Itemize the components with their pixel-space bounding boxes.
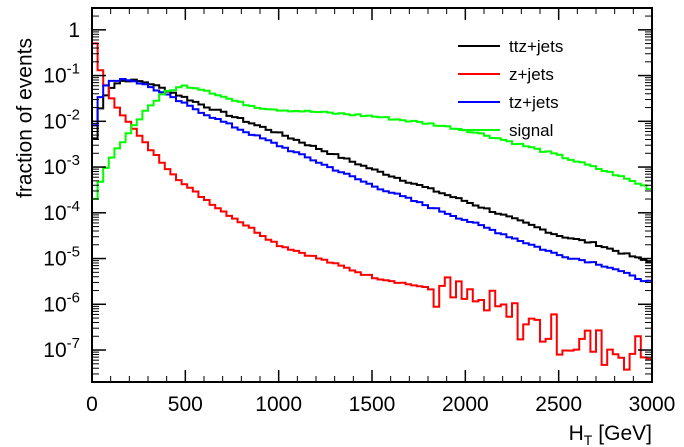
y-tick-base: 10 (43, 156, 66, 179)
legend-label: z+jets (509, 65, 554, 84)
y-tick-label: 10-5 (43, 244, 80, 271)
x-tick-label: 1500 (349, 393, 396, 416)
x-axis-title-unit: [GeV] (598, 422, 652, 445)
series-line-tz-jets (91, 78, 652, 381)
x-tick-label: 500 (168, 393, 203, 416)
y-tick-label: 10-6 (43, 289, 80, 316)
y-tick-exponent: -6 (67, 289, 80, 306)
y-tick-base: 10 (43, 65, 66, 88)
y-tick-label: 10-2 (43, 106, 80, 133)
y-tick-label: 10-7 (43, 335, 80, 362)
series-line-ttz-jets (91, 78, 652, 381)
y-tick-exponent: -7 (67, 335, 80, 352)
x-tick-label: 2500 (535, 393, 582, 416)
series-line-signal (91, 84, 652, 381)
legend-label: signal (509, 121, 553, 140)
y-tick-base: 1 (68, 19, 80, 42)
y-tick-exponent: -4 (67, 198, 80, 215)
y-tick-exponent: -3 (67, 152, 80, 169)
x-axis-title-main: H (569, 422, 584, 445)
legend-label: tz+jets (509, 93, 559, 112)
legend: ttz+jets z+jets tz+jets signal (458, 37, 563, 140)
y-tick-label: 1 (68, 19, 80, 42)
y-tick-base: 10 (43, 293, 66, 316)
x-tick-label: 2000 (442, 393, 489, 416)
ticks-layer: 0 500 1000 1500 2000 2500 3000110-110-210-310-… (43, 8, 675, 416)
y-tick-label: 10-3 (43, 152, 80, 179)
y-tick-exponent: -2 (67, 106, 80, 123)
y-axis-title: fraction of events (14, 38, 37, 198)
y-tick-base: 10 (43, 248, 66, 271)
legend-label: ttz+jets (509, 37, 563, 56)
x-axis-title-sub: T (584, 432, 593, 447)
x-tick-label: 1000 (255, 393, 302, 416)
y-tick-base: 10 (43, 339, 66, 362)
y-tick-exponent: -5 (67, 244, 80, 261)
y-tick-base: 10 (43, 110, 66, 133)
series-line-z-jets (91, 42, 652, 381)
y-tick-base: 10 (43, 202, 66, 225)
x-tick-label: 3000 (629, 393, 676, 416)
series-layer (91, 42, 652, 381)
y-tick-label: 10-4 (43, 198, 80, 225)
y-tick-label: 10-1 (43, 61, 80, 88)
x-axis-title: HT [GeV] (569, 422, 652, 447)
x-tick-label: 0 (86, 393, 98, 416)
y-tick-exponent: -1 (67, 61, 80, 78)
